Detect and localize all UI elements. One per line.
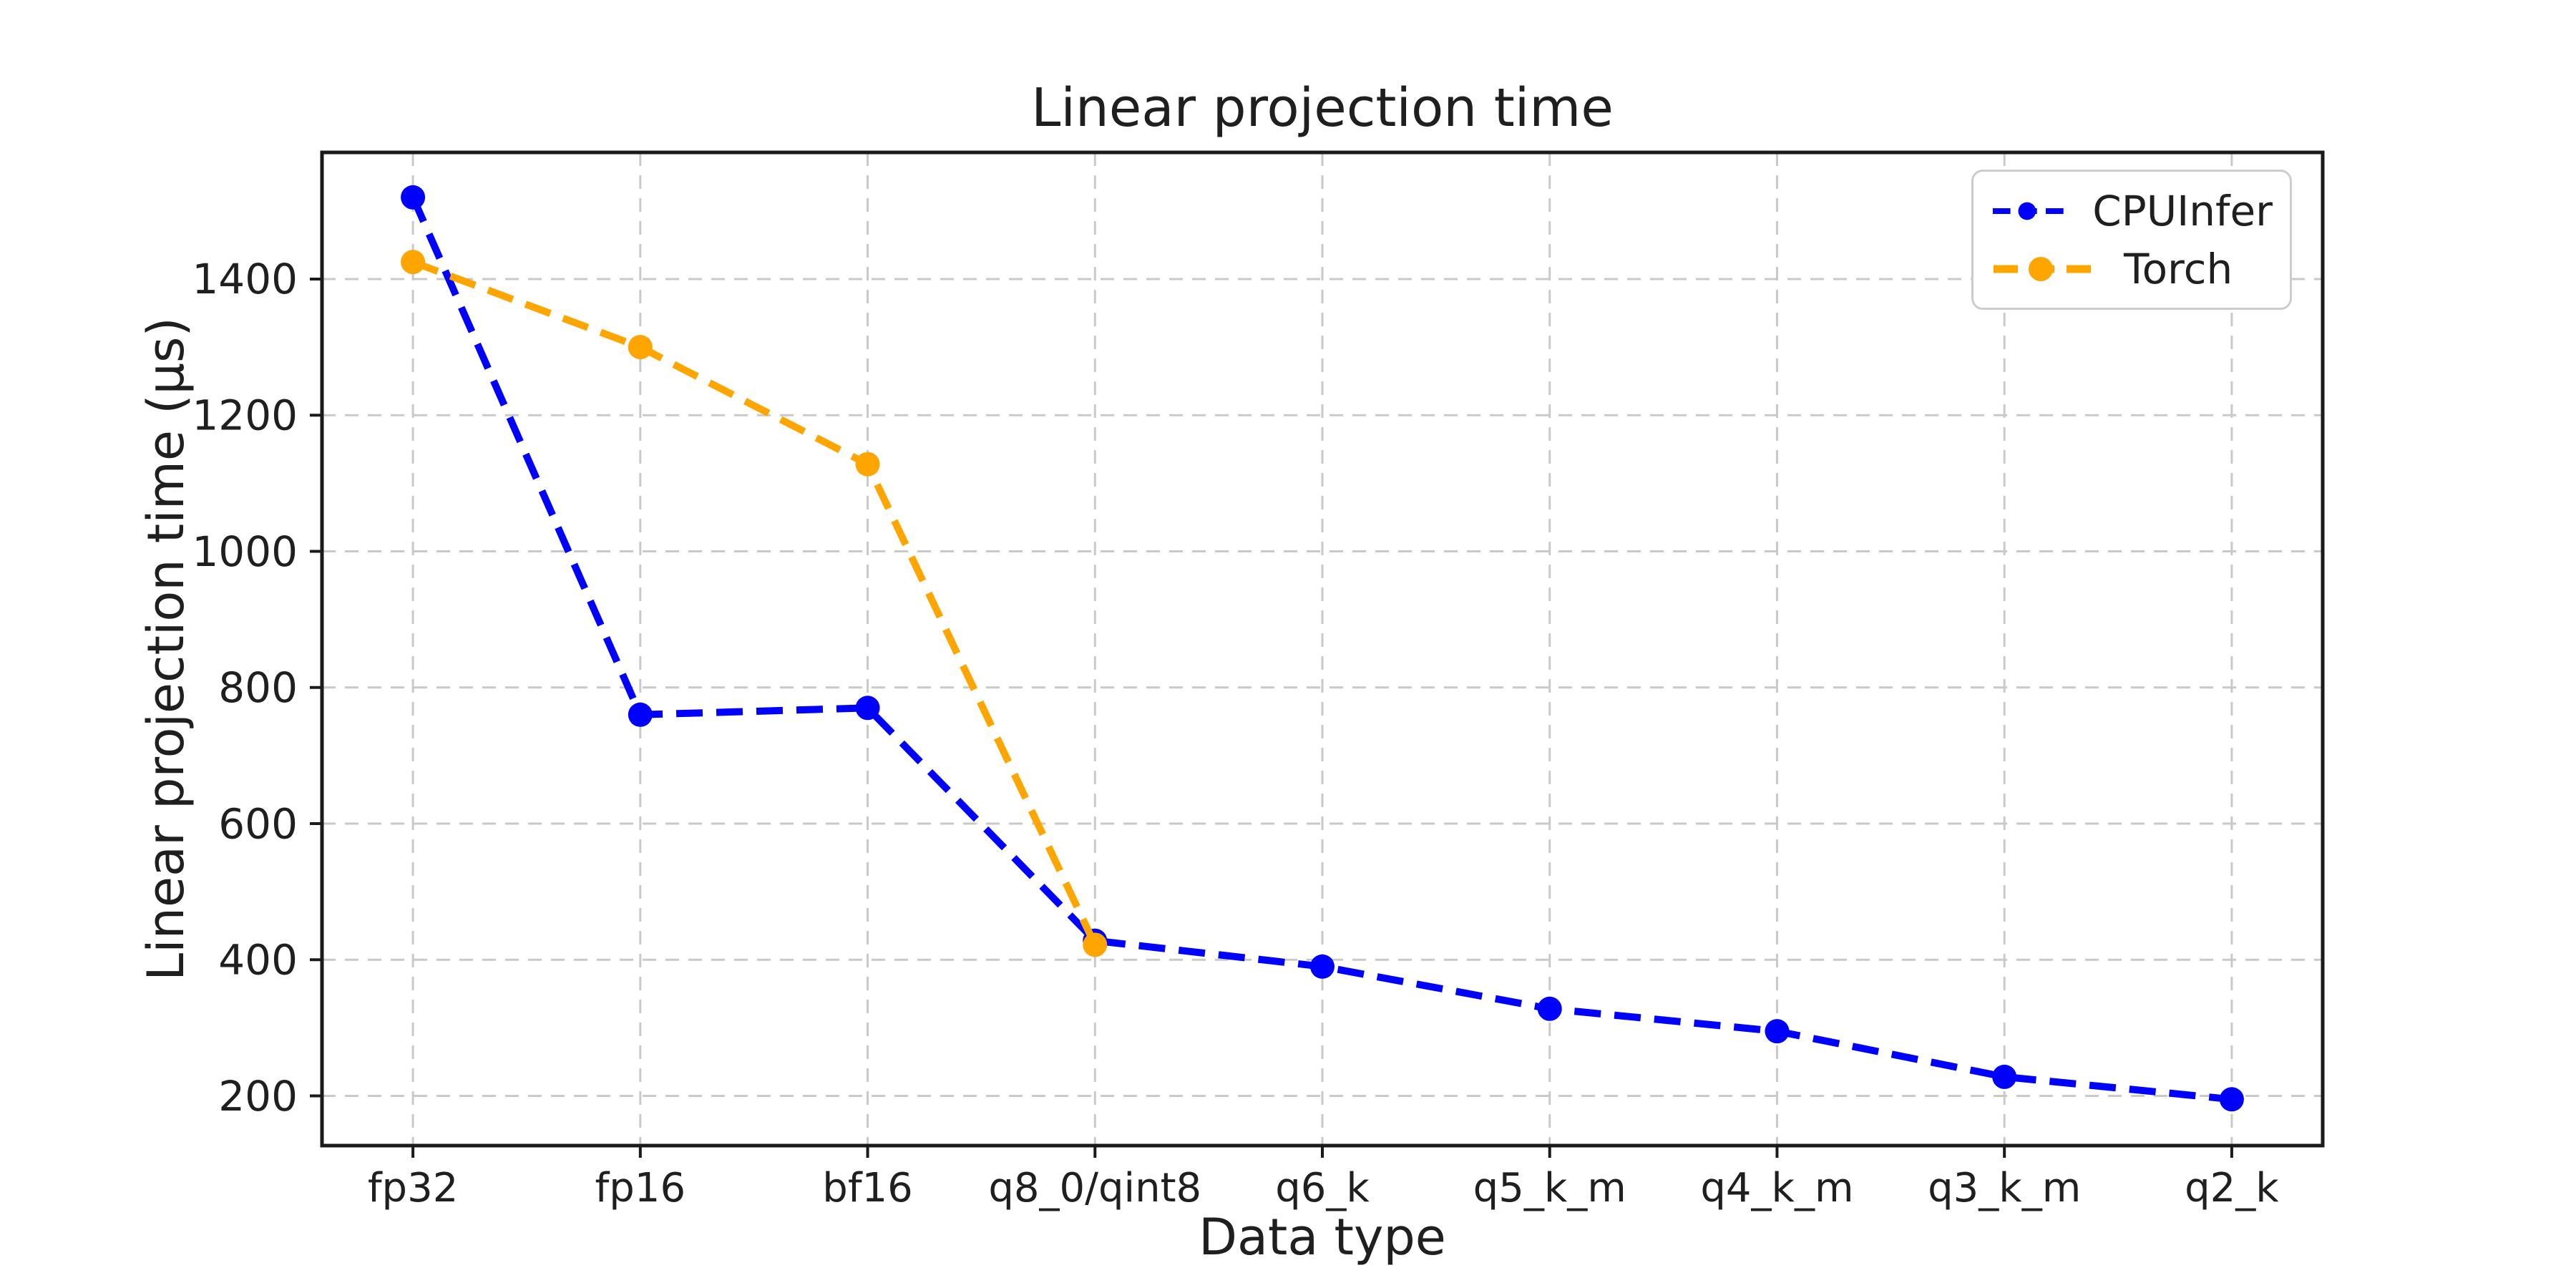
data-point xyxy=(401,185,426,210)
x-tick-label: q4_k_m xyxy=(1700,1165,1853,1211)
y-tick-label: 600 xyxy=(218,799,298,848)
y-tick-label: 400 xyxy=(218,936,298,985)
data-point xyxy=(855,696,880,721)
legend-row-cpuinfer: CPUInfer xyxy=(1991,187,2273,235)
legend-label-cpuinfer: CPUInfer xyxy=(2092,186,2273,235)
legend-row-torch: Torch xyxy=(1991,245,2273,293)
data-point xyxy=(628,702,653,727)
x-tick-label: q8_0/qint8 xyxy=(988,1165,1201,1211)
y-axis-label: Linear projection time (μs) xyxy=(137,317,195,981)
x-tick-label: fp16 xyxy=(595,1165,686,1211)
x-tick-label: q5_k_m xyxy=(1473,1165,1626,1211)
legend-line-marker-icon xyxy=(1994,256,2102,281)
x-tick-label: bf16 xyxy=(822,1165,913,1211)
data-point xyxy=(855,452,880,477)
legend: CPUInfer Torch xyxy=(1971,170,2292,310)
x-tick-label: q6_k xyxy=(1275,1165,1370,1211)
y-tick-label: 1200 xyxy=(192,391,298,440)
x-tick-label: q3_k_m xyxy=(1928,1165,2081,1211)
x-axis-label: Data type xyxy=(1199,1208,1446,1267)
legend-label-torch: Torch xyxy=(2124,244,2233,293)
data-point xyxy=(1310,954,1335,979)
data-point xyxy=(2219,1087,2244,1112)
data-point xyxy=(1083,932,1108,957)
chart-title: Linear projection time xyxy=(1031,77,1614,139)
data-point xyxy=(1765,1019,1790,1044)
legend-line-marker-icon xyxy=(1992,202,2072,220)
x-tick-label: q2_k xyxy=(2185,1165,2279,1211)
axes: 200 400 600 800 1000 1200 1400 fp32 fp16 bf16 q8_0… xyxy=(192,150,2325,1211)
y-tick-label: 200 xyxy=(218,1072,298,1121)
data-point xyxy=(628,335,653,360)
data-point xyxy=(1537,996,1562,1021)
data-point xyxy=(1992,1064,2017,1089)
x-tick-label: fp32 xyxy=(368,1165,459,1211)
y-tick-label: 1400 xyxy=(192,255,298,303)
series-torch xyxy=(401,250,1108,957)
gridlines xyxy=(322,152,2323,1146)
y-tick-label: 800 xyxy=(218,663,298,712)
data-point xyxy=(401,250,426,275)
y-tick-label: 1000 xyxy=(192,527,298,576)
